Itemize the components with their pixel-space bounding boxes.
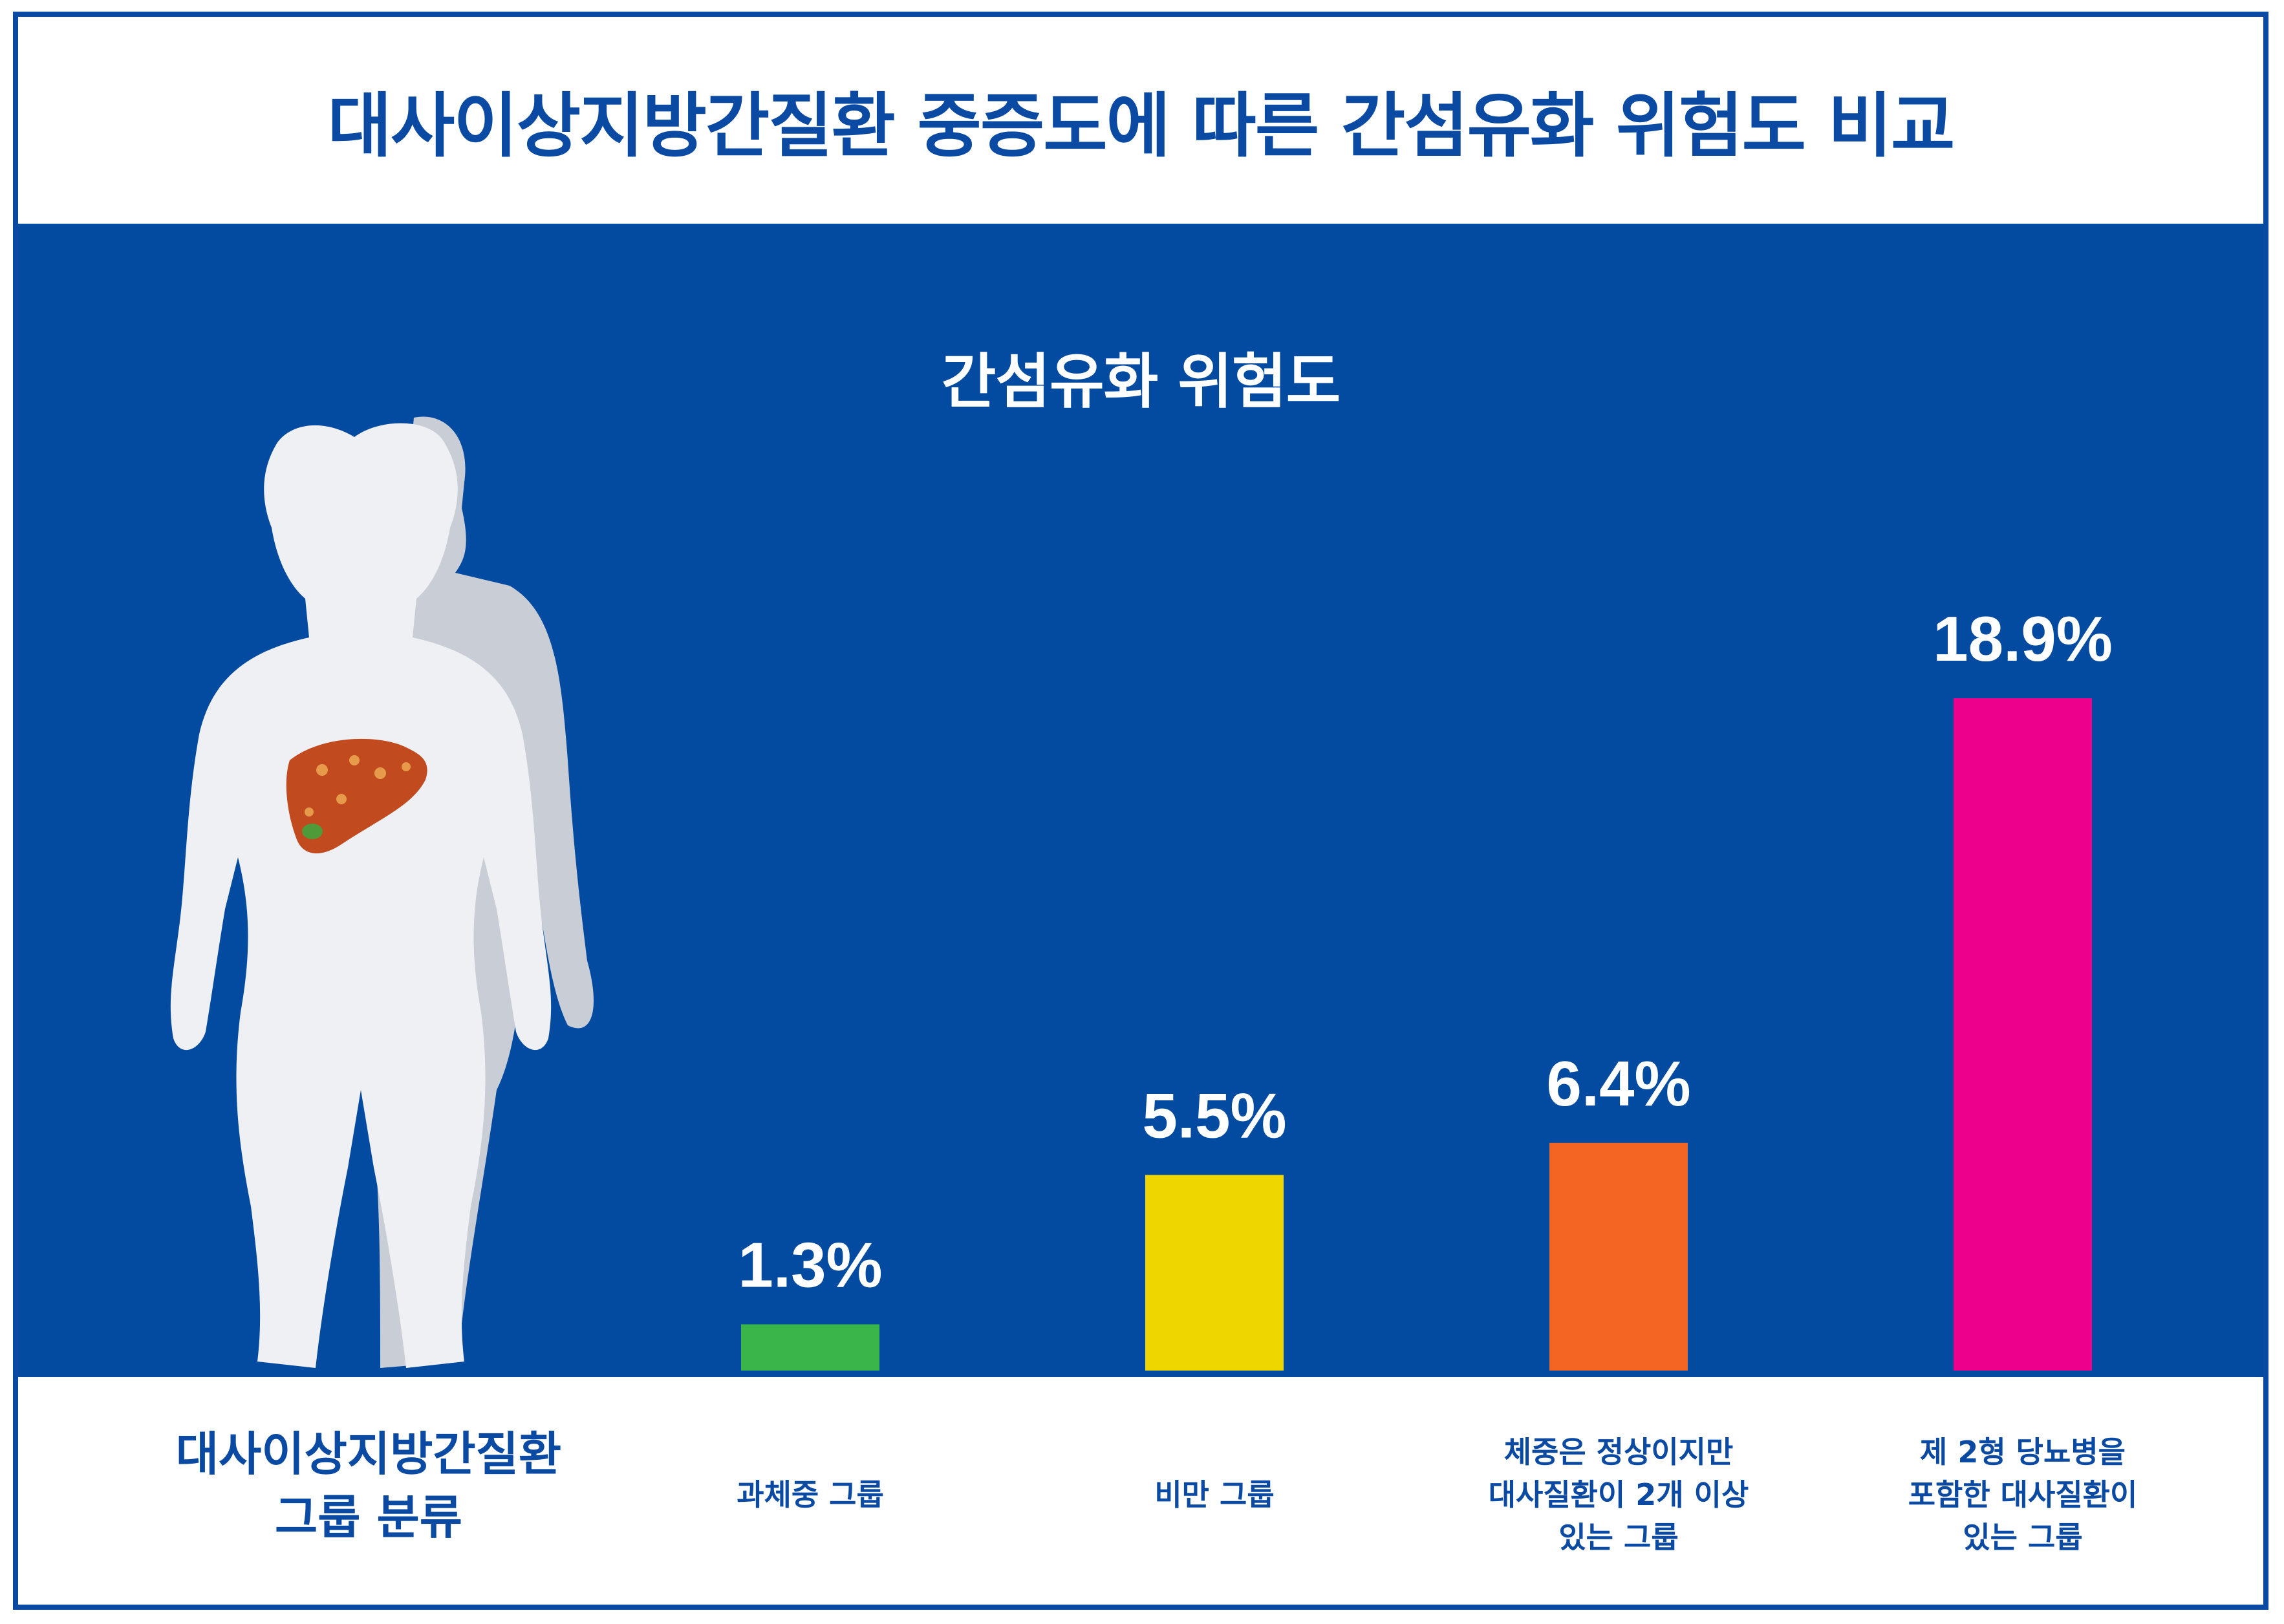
group-axis-title: 대사이상지방간질환 그룹 분류 bbox=[149, 1422, 588, 1549]
category-label-2: 비만 그룹 bbox=[1154, 1477, 1275, 1512]
group-axis-title-line2: 그룹 분류 bbox=[274, 1490, 463, 1544]
category-label-1: 과체중 그룹 bbox=[737, 1477, 884, 1512]
chart-title: 대사이상지방간질환 중증도에 따른 간섬유화 위험도 비교 bbox=[327, 86, 1955, 167]
bar-1 bbox=[741, 1324, 879, 1371]
human-silhouette-icon bbox=[170, 416, 594, 1368]
value-label-4: 18.9% bbox=[1933, 603, 2113, 674]
bar-2 bbox=[1145, 1175, 1284, 1371]
value-label-1: 1.3% bbox=[738, 1229, 882, 1300]
category-label-3: 체중은 정상이지만 대사질환이 2개 이상 있는 그룹 bbox=[1488, 1435, 1749, 1555]
plot-area: 1.3% 5.5% 6.4% 18.9% bbox=[170, 416, 2113, 1371]
value-label-3: 6.4% bbox=[1546, 1048, 1690, 1119]
bars-group: 1.3% 5.5% 6.4% 18.9% bbox=[738, 603, 2113, 1371]
chart-subtitle: 간섬유화 위험도 bbox=[941, 347, 1341, 416]
category-band bbox=[18, 1377, 2263, 1605]
bar-4 bbox=[1954, 698, 2092, 1371]
group-axis-title-line1: 대사이상지방간질환 bbox=[175, 1427, 562, 1481]
bar-3 bbox=[1549, 1142, 1688, 1371]
title-band: 대사이상지방간질환 중증도에 따른 간섬유화 위험도 비교 bbox=[18, 17, 2263, 224]
category-label-4: 제 2형 당뇨병을 포함한 대사질환이 있는 그룹 bbox=[1908, 1435, 2138, 1555]
value-label-2: 5.5% bbox=[1142, 1080, 1286, 1151]
